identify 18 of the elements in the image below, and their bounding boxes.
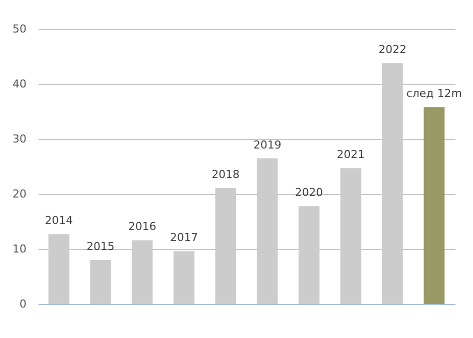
x-tick-label: 2019 [253,138,282,152]
x-tick-label: 2017 [170,231,198,244]
x-tick-label: 2018 [212,168,240,181]
y-tick-label: 30 [12,132,26,146]
y-tick-label: 20 [12,188,26,200]
bar [424,107,445,304]
bar [90,260,111,304]
x-tick-label: 2015 [86,240,115,253]
y-tick-label: 50 [12,22,26,36]
x-tick-label: 2020 [295,186,324,200]
y-tick-label: 10 [12,242,26,256]
x-tick-label: 2022 [378,43,406,56]
y-tick-label: 0 [20,298,26,310]
x-tick-label: 2016 [128,220,156,234]
y-tick-label: 40 [12,78,26,90]
x-tick-label: 2014 [44,214,73,228]
x-tick-label: 2021 [336,148,365,162]
x-tick-label: след 12m [406,87,462,100]
